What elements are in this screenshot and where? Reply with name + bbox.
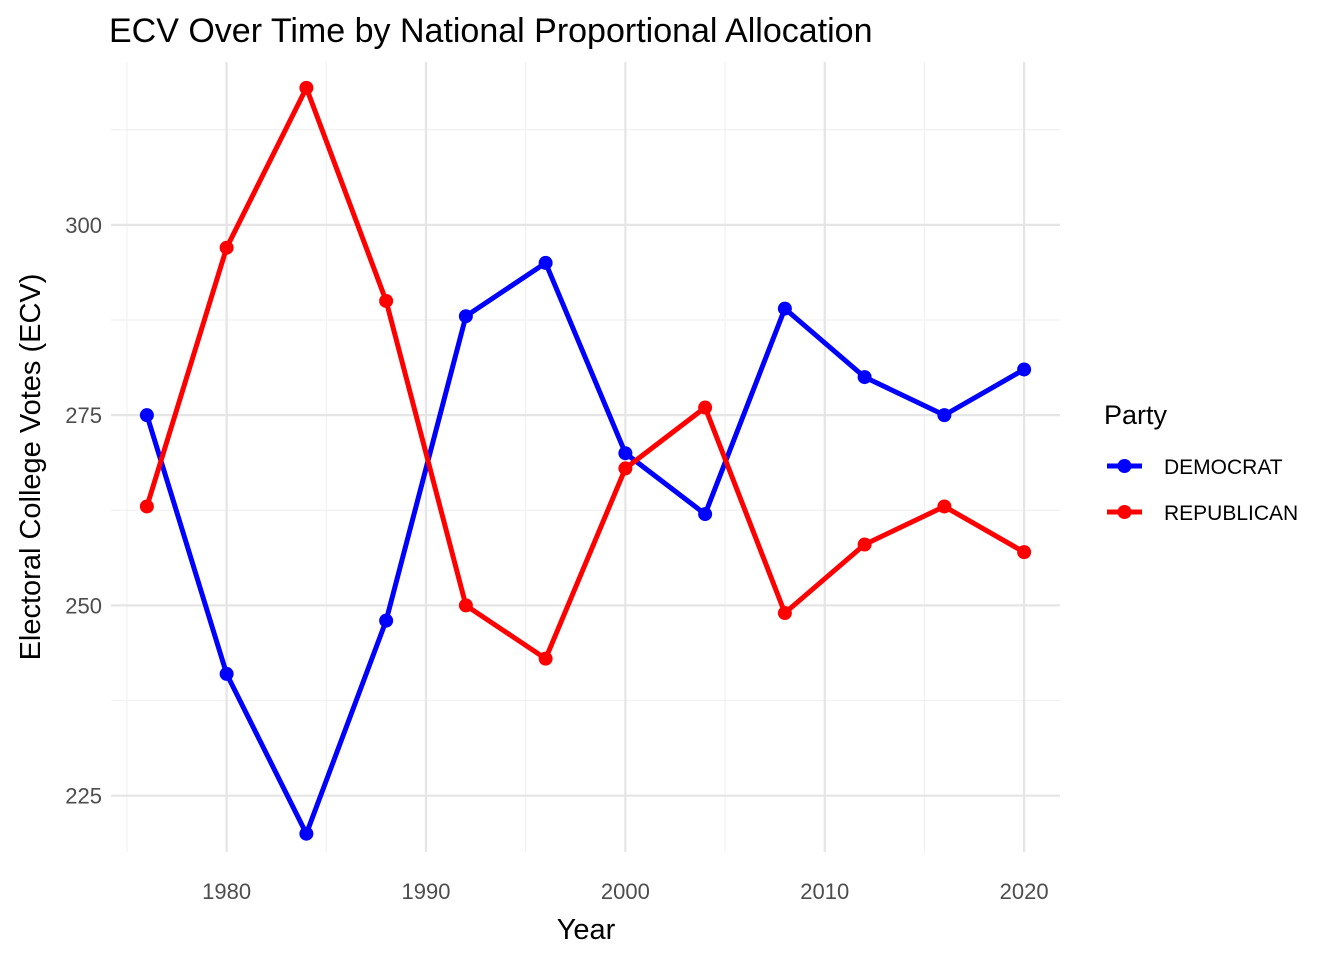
y-tick-label: 275: [65, 403, 102, 428]
x-tick-label: 2000: [601, 879, 650, 904]
data-point-republican: [219, 240, 234, 255]
data-point-republican: [379, 293, 394, 308]
x-tick-label: 1980: [202, 879, 251, 904]
data-point-democrat: [777, 301, 792, 316]
data-point-democrat: [698, 507, 713, 522]
legend-label: DEMOCRAT: [1164, 456, 1283, 479]
data-point-democrat: [219, 666, 234, 681]
series-line-republican: [144, 85, 1026, 662]
data-point-republican: [698, 400, 713, 415]
x-axis-ticks: 1980 1990 2000 2010 2020: [202, 879, 1048, 904]
legend-key-point: [1117, 459, 1132, 473]
data-point-republican: [538, 651, 553, 666]
y-axis-title: Electoral College Votes (ECV): [15, 274, 47, 661]
data-point-democrat: [538, 255, 553, 270]
x-tick-label: 2020: [1000, 879, 1049, 904]
grid-lines: [111, 62, 1060, 852]
data-point-democrat: [299, 826, 314, 841]
y-tick-label: 250: [65, 593, 102, 618]
y-axis-ticks: 225 250 275 300: [65, 213, 102, 809]
data-point-democrat: [458, 309, 473, 324]
legend-items: DEMOCRAT REPUBLICAN: [1107, 456, 1298, 525]
legend: Party DEMOCRAT REPUBLICAN: [1104, 400, 1298, 525]
legend-key-point: [1117, 505, 1132, 519]
data-point-democrat: [618, 446, 633, 461]
x-tick-label: 1990: [402, 879, 451, 904]
series-republican: [139, 80, 1032, 666]
data-point-democrat: [1017, 362, 1032, 377]
data-point-republican: [777, 606, 792, 621]
data-point-democrat: [937, 408, 952, 423]
data-point-republican: [458, 598, 473, 613]
x-tick-label: 2010: [800, 879, 849, 904]
data-point-republican: [139, 499, 154, 514]
data-point-republican: [857, 537, 872, 552]
y-tick-label: 300: [65, 213, 102, 238]
x-axis-title: Year: [557, 914, 616, 946]
y-tick-label: 225: [65, 784, 102, 809]
legend-item-republican: REPUBLICAN: [1107, 502, 1298, 525]
chart-title: ECV Over Time by National Proportional A…: [109, 12, 872, 50]
series-line-democrat: [144, 260, 1026, 837]
data-point-democrat: [379, 613, 394, 628]
legend-item-democrat: DEMOCRAT: [1107, 456, 1283, 479]
series-layer: [139, 80, 1032, 841]
data-point-democrat: [139, 408, 154, 423]
legend-title: Party: [1104, 400, 1168, 430]
data-point-republican: [1017, 545, 1032, 560]
data-point-republican: [299, 80, 314, 95]
series-democrat: [139, 255, 1032, 841]
legend-label: REPUBLICAN: [1164, 502, 1298, 525]
data-point-democrat: [857, 370, 872, 385]
data-point-republican: [618, 461, 633, 476]
data-point-republican: [937, 499, 952, 514]
